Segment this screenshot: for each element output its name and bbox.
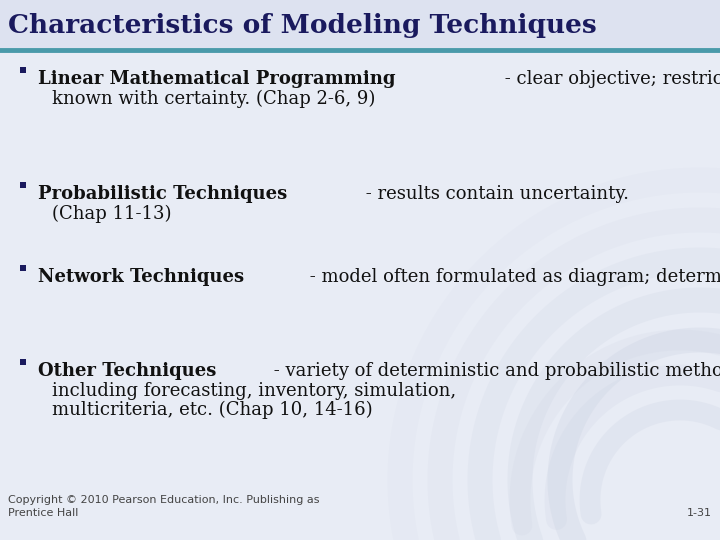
Text: - clear objective; restrictions on resources and requirements; parameters: - clear objective; restrictions on resou… bbox=[499, 70, 720, 88]
Bar bbox=[20, 265, 26, 271]
Text: known with certainty. (Chap 2-6, 9): known with certainty. (Chap 2-6, 9) bbox=[52, 90, 375, 108]
Text: - results contain uncertainty.: - results contain uncertainty. bbox=[359, 185, 629, 203]
Text: Other Techniques: Other Techniques bbox=[38, 362, 217, 380]
Bar bbox=[20, 359, 26, 365]
Text: - variety of deterministic and probabilistic methods for specific types of probl: - variety of deterministic and probabili… bbox=[268, 362, 720, 380]
Text: (Chap 11-13): (Chap 11-13) bbox=[52, 205, 171, 222]
Bar bbox=[0, 0, 720, 50]
Text: - model often formulated as diagram; deterministic or probabilistic. (Chap 7-8): - model often formulated as diagram; det… bbox=[304, 268, 720, 286]
Text: Linear Mathematical Programming: Linear Mathematical Programming bbox=[38, 70, 395, 88]
Text: Probabilistic Techniques: Probabilistic Techniques bbox=[38, 185, 287, 203]
Text: 1-31: 1-31 bbox=[687, 508, 712, 518]
Bar bbox=[20, 182, 26, 188]
Text: Characteristics of Modeling Techniques: Characteristics of Modeling Techniques bbox=[8, 12, 597, 37]
Text: multicriteria, etc. (Chap 10, 14-16): multicriteria, etc. (Chap 10, 14-16) bbox=[52, 401, 373, 419]
Text: Network Techniques: Network Techniques bbox=[38, 268, 244, 286]
Text: including forecasting, inventory, simulation,: including forecasting, inventory, simula… bbox=[52, 381, 456, 400]
Bar bbox=[20, 67, 26, 73]
Text: Copyright © 2010 Pearson Education, Inc. Publishing as
Prentice Hall: Copyright © 2010 Pearson Education, Inc.… bbox=[8, 495, 320, 518]
